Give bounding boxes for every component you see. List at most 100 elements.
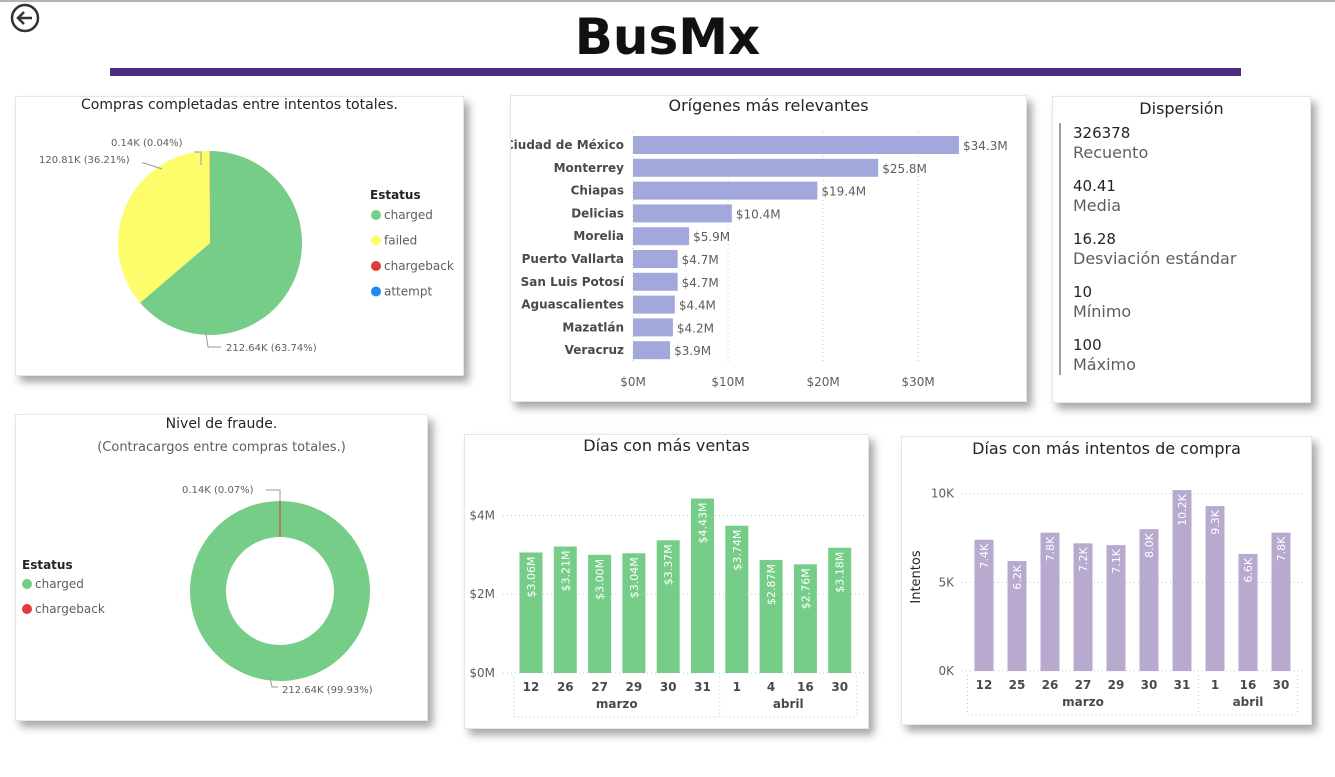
stat-count-value: 326378 [1073,124,1131,142]
x-tick-label: 30 [1273,678,1290,692]
bar-value-label: $4.7M [682,253,719,267]
bar-value-label: 6.2K [1011,564,1024,589]
card-compras-title: Compras completadas entre intentos total… [81,97,398,113]
bar-26[interactable] [1040,532,1060,671]
pie-slice-charged[interactable] [140,151,302,335]
bar-27[interactable] [1073,543,1093,671]
bar-31[interactable] [691,498,714,673]
bar-value-label: $3.00M [594,559,607,600]
pie-label-chargeback: 0.14K (0.04%) [111,138,183,149]
stat-max-value: 100 [1073,336,1102,354]
card-dispersion[interactable]: Dispersión 326378 Recuento 40.41 Media 1… [1052,96,1311,403]
bar-27[interactable] [588,554,612,673]
bar-25[interactable] [1007,561,1027,671]
stat-min-value: 10 [1073,283,1093,301]
title-accent-bar [110,68,1241,76]
legend-item-chargeback[interactable]: chargeback [384,259,454,273]
page-title: BusMx [574,8,761,66]
bar-Veracruz[interactable] [633,341,671,360]
x-tick-label: 29 [1108,678,1125,692]
x-tick-label: $10M [711,375,744,389]
bar-value-label: $19.4M [821,185,866,199]
y-tick-label: 5K [938,575,955,589]
bar-value-label: 7.1K [1110,548,1123,573]
legend-swatch-charged [22,579,32,589]
bar-12[interactable] [519,552,543,673]
y-tick-label: 10K [931,487,955,501]
bar-30[interactable] [656,540,680,673]
x-tick-label: 4 [767,680,775,694]
card-fraude-subtitle: (Contracargos entre compras totales.) [97,440,346,455]
legend-item-attempt[interactable]: attempt [384,285,432,299]
card-ventas[interactable]: Días con más ventas $0M $2M $4M $3.06M 12 $3.… [464,434,869,729]
card-intentos[interactable]: Días con más intentos de compra 0K 5K 10K 7… [901,436,1312,725]
legend-item-chargeback[interactable]: chargeback [35,602,105,616]
x-tick-label: $0M [620,375,646,389]
x-tick-label: 26 [557,680,574,694]
bar-Delicias[interactable] [633,204,732,223]
stat-min-label: Mínimo [1073,302,1132,321]
arrow-left-circle-icon [10,3,40,33]
bar-4[interactable] [759,559,783,673]
bar-Ciudad de México[interactable] [633,136,959,154]
legend-title: Estatus [22,558,73,572]
bar-30[interactable] [1271,532,1291,671]
leader-line [266,489,281,501]
category-label: Ciudad de México [511,138,624,152]
y-tick-label: $2M [469,587,495,601]
legend-item-charged[interactable]: charged [35,577,84,591]
bar-value-label: 7.8K [1044,536,1057,561]
card-compras[interactable]: Compras completadas entre intentos total… [15,96,464,376]
bar-16[interactable] [1238,553,1258,671]
bar-29[interactable] [1106,545,1126,671]
bar-value-label: $4.43M [697,503,710,544]
legend-item-charged[interactable]: charged [384,208,433,222]
bar-Monterrey[interactable] [633,158,879,177]
x-tick-label: 29 [626,680,643,694]
category-label: Veracruz [565,343,624,357]
bar-value-label: $3.37M [662,544,675,585]
pie-label-charged: 212.64K (63.74%) [226,343,317,354]
bar-16[interactable] [793,564,817,673]
x-tick-label: $30M [901,375,934,389]
stat-max: 100 Máximo [1073,335,1236,375]
category-label: Aguascalientes [521,298,624,312]
bar-Mazatlán[interactable] [633,318,673,337]
donut-slice-charged[interactable] [190,501,371,681]
bar-1[interactable] [725,525,749,673]
bar-San Luis Potosí[interactable] [633,272,678,291]
card-origenes-title: Orígenes más relevantes [668,96,869,115]
bar-1[interactable] [1205,506,1225,671]
bar-value-label: 7.4K [978,543,991,568]
back-button[interactable] [10,3,40,33]
pie-slice-failed[interactable] [117,151,210,303]
bar-29[interactable] [622,553,646,673]
bar-31[interactable] [1172,490,1192,671]
x-tick-label: 25 [1009,678,1026,692]
bar-Chiapas[interactable] [633,181,818,200]
bar-value-label: $3.21M [559,551,572,592]
bar-Aguascalientes[interactable] [633,295,675,314]
bar-value-label: 6.6K [1242,557,1255,582]
legend-swatch-charged [371,210,381,220]
pie-chart-compras: 0.14K (0.04%) 120.81K (36.21%) 212.64K (63… [39,138,454,354]
category-label: Mazatlán [562,320,624,334]
bar-30[interactable] [1139,529,1159,671]
bar-26[interactable] [553,546,577,673]
x-tick-label: 16 [1240,678,1257,692]
leader-line [194,151,202,165]
card-fraude[interactable]: Nivel de fraude. (Contracargos entre com… [15,414,428,721]
donut-chart-fraude: 0.14K (0.07%) 212.64K (99.93%) Estatus ch… [22,485,373,696]
card-origenes[interactable]: Orígenes más relevantes $0M $10M $20M $30M C… [510,95,1027,402]
legend-swatch-chargeback [371,261,381,271]
x-tick-label: 27 [591,680,608,694]
y-axis-label: Intentos [909,550,924,603]
legend-item-failed[interactable]: failed [384,234,417,248]
bar-value-label: $3.74M [731,530,744,571]
bar-Puerto Vallarta[interactable] [633,250,678,268]
bar-value-label: 7.8K [1275,536,1288,561]
group-label: marzo [1062,695,1104,709]
bar-Morelia[interactable] [633,227,690,246]
bar-12[interactable] [974,539,994,671]
bar-30[interactable] [828,547,852,673]
